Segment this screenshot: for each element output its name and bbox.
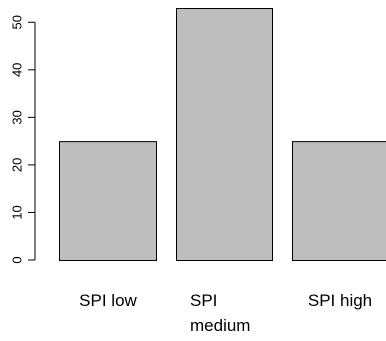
- y-tick-label: 50: [9, 15, 24, 29]
- y-tick-label: 20: [9, 158, 24, 172]
- bar: [176, 8, 273, 261]
- bars: [59, 8, 386, 262]
- y-axis: 0 10 20 30 40 50: [9, 15, 36, 264]
- y-tick-label: 40: [9, 63, 24, 77]
- bar: [59, 141, 157, 262]
- x-tick-label: SPI medium: [190, 291, 250, 335]
- y-tick-label: 10: [9, 205, 24, 219]
- x-tick-label: SPI low: [79, 291, 137, 310]
- y-tick-label: 0: [9, 256, 24, 263]
- y-tick-label: 30: [9, 110, 24, 124]
- x-tick-label: SPI high: [308, 291, 372, 310]
- x-tick-labels: SPI low SPI medium SPI high: [79, 291, 372, 335]
- bar: [292, 141, 386, 262]
